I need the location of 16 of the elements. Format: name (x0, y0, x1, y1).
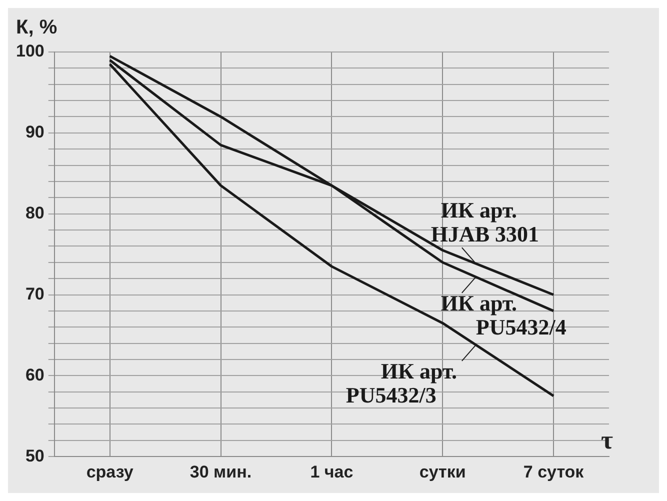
legend-label: ИК арт. PU5432/3 (346, 358, 458, 408)
y-tick-label: 70 (25, 284, 44, 304)
x-tick-label: 1 час (310, 462, 354, 482)
y-tick-label: 80 (25, 204, 44, 223)
x-tick-label: сутки (419, 462, 466, 482)
y-axis-title: К, % (16, 16, 58, 39)
y-tick-label: 60 (25, 365, 44, 384)
y-tick-label: 90 (25, 122, 44, 142)
legend-label: ИК арт. PU5432/4 (440, 290, 566, 340)
y-tick-label: 100 (16, 42, 44, 61)
x-tick-label: 30 мин. (190, 462, 252, 482)
x-tick-label: 7 суток (523, 462, 584, 482)
x-axis-title: τ (601, 425, 614, 454)
y-tick-label: 50 (25, 446, 44, 466)
series-label: ИК арт. HJAB 3301 (430, 197, 540, 246)
x-tick-label: сразу (86, 462, 134, 482)
